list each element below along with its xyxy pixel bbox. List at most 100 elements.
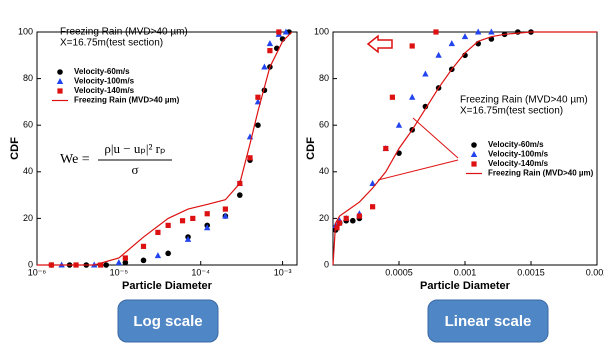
y-tick-label: 0 — [324, 259, 329, 269]
point — [115, 259, 123, 266]
log-scale-button[interactable] — [117, 299, 219, 343]
linear-scale-button[interactable] — [427, 299, 549, 343]
point — [389, 94, 395, 100]
point — [435, 51, 442, 58]
point — [515, 29, 521, 35]
point — [122, 255, 128, 261]
legend-label: Freezing Rain (MVD>40 µm) — [488, 169, 594, 178]
annotation: X=16.75m(test section) — [460, 106, 563, 117]
y-axis-label: CDF — [305, 137, 317, 160]
annotation: Freezing Rain (MVD>40 µm) — [60, 27, 188, 38]
x-axis-label: Particle Diameter — [420, 280, 511, 292]
formula-denominator: σ — [131, 162, 138, 177]
point — [383, 145, 389, 152]
legend-key — [471, 142, 477, 148]
point — [395, 121, 403, 128]
point — [204, 211, 210, 217]
x-tick-label: 10⁻³ — [274, 267, 292, 277]
y-tick-label: 40 — [319, 166, 329, 176]
point — [179, 218, 186, 224]
point — [98, 262, 104, 268]
point — [334, 225, 340, 231]
x-tick-label: 0.001 — [454, 267, 477, 277]
plot-frame — [36, 31, 298, 266]
point — [422, 70, 429, 77]
plot-frame — [332, 31, 598, 266]
legend-key — [57, 88, 63, 94]
point — [165, 222, 171, 228]
point — [343, 215, 349, 221]
cdf-line — [332, 31, 597, 266]
point — [488, 28, 495, 35]
legend-label: Velocity-100m/s — [488, 150, 549, 159]
formula-numerator: ρ|u − uₚ|² rₚ — [104, 141, 165, 156]
point — [433, 29, 439, 35]
legend-label: Freezing Rain (MVD>40 µm) — [74, 96, 180, 105]
point — [461, 33, 469, 40]
point — [409, 43, 415, 49]
legend-key — [57, 69, 63, 75]
legend-label: Velocity-60m/s — [488, 140, 544, 149]
point — [266, 40, 274, 47]
y-tick-label: 100 — [18, 26, 33, 36]
point — [190, 215, 196, 221]
x-tick-label: 10⁻⁵ — [110, 267, 129, 277]
legend-key — [470, 151, 478, 157]
point — [140, 257, 147, 264]
y-tick-label: 60 — [319, 120, 329, 130]
point — [409, 93, 416, 100]
point — [448, 40, 455, 47]
y-tick-label: 80 — [23, 73, 33, 83]
formula-lhs: We = — [60, 152, 90, 167]
x-tick-label: 10⁻⁶ — [28, 267, 47, 277]
y-tick-label: 20 — [319, 213, 329, 223]
point — [282, 28, 290, 35]
button-label: Linear scale — [445, 313, 532, 330]
point — [255, 122, 261, 128]
legend-key — [471, 161, 477, 167]
x-tick-label: 0.0005 — [385, 267, 413, 277]
legend-label: Velocity-60m/s — [74, 67, 130, 76]
x-axis-label: Particle Diameter — [122, 280, 213, 292]
point — [422, 103, 429, 110]
pointer-line — [377, 159, 459, 181]
point — [247, 155, 253, 161]
cdf-line — [37, 31, 293, 266]
y-tick-label: 80 — [319, 73, 329, 83]
point — [475, 28, 482, 35]
legend-label: Velocity-140m/s — [74, 86, 135, 95]
arrow — [366, 34, 393, 54]
y-axis-label: CDF — [9, 137, 21, 160]
point — [236, 192, 243, 198]
x-tick-label: 10⁻⁴ — [191, 267, 210, 277]
point — [122, 259, 129, 266]
point — [267, 48, 273, 54]
point — [140, 243, 147, 249]
point — [103, 262, 109, 268]
y-tick-label: 40 — [23, 166, 33, 176]
point — [165, 250, 171, 257]
pointer-line — [412, 117, 459, 159]
y-tick-label: 100 — [314, 26, 329, 36]
legend-label: Velocity-100m/s — [74, 77, 135, 86]
y-tick-label: 20 — [23, 213, 33, 223]
legend-key — [56, 78, 64, 84]
point — [222, 212, 229, 219]
point — [276, 29, 282, 35]
point — [255, 94, 261, 100]
legend-label: Velocity-140m/s — [488, 159, 549, 168]
y-tick-label: 60 — [23, 120, 33, 130]
point — [254, 98, 262, 105]
button-label: Log scale — [133, 313, 202, 330]
point — [204, 224, 211, 231]
point — [337, 220, 343, 226]
x-tick-label: 0.002 — [586, 267, 604, 277]
point — [370, 204, 376, 210]
y-tick-label: 0 — [28, 259, 33, 269]
point — [222, 206, 228, 212]
x-tick-label: 0.0015 — [517, 267, 545, 277]
point — [369, 179, 376, 186]
point — [184, 235, 192, 242]
